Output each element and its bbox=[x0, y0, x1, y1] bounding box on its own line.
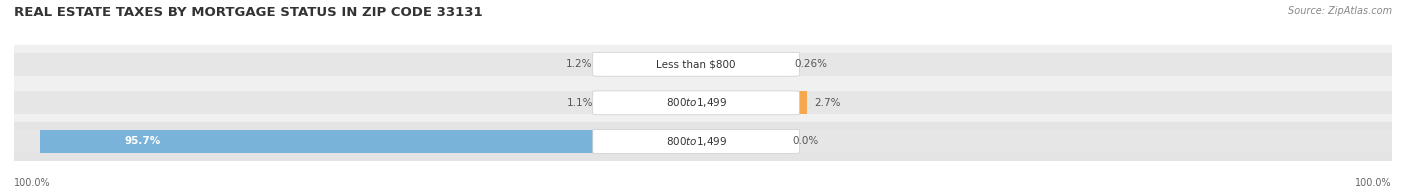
Bar bbox=[14, 130, 1392, 153]
Bar bbox=[600, 91, 606, 114]
Text: REAL ESTATE TAXES BY MORTGAGE STATUS IN ZIP CODE 33131: REAL ESTATE TAXES BY MORTGAGE STATUS IN … bbox=[14, 6, 482, 19]
FancyBboxPatch shape bbox=[593, 52, 800, 76]
Bar bbox=[786, 53, 787, 76]
Bar bbox=[39, 130, 606, 153]
Bar bbox=[14, 53, 1392, 76]
Text: 100.0%: 100.0% bbox=[1355, 178, 1392, 188]
Bar bbox=[14, 91, 1392, 114]
Bar bbox=[786, 91, 807, 114]
Text: 1.2%: 1.2% bbox=[567, 59, 592, 69]
Bar bbox=[14, 122, 1392, 161]
Text: 100.0%: 100.0% bbox=[14, 178, 51, 188]
Text: Less than $800: Less than $800 bbox=[657, 59, 735, 69]
Text: 95.7%: 95.7% bbox=[125, 136, 160, 146]
Text: 1.1%: 1.1% bbox=[567, 98, 593, 108]
Text: $800 to $1,499: $800 to $1,499 bbox=[665, 96, 727, 109]
Text: Source: ZipAtlas.com: Source: ZipAtlas.com bbox=[1288, 6, 1392, 16]
FancyBboxPatch shape bbox=[593, 129, 800, 153]
Bar bbox=[14, 45, 1392, 83]
Text: 0.0%: 0.0% bbox=[793, 136, 818, 146]
Text: 2.7%: 2.7% bbox=[814, 98, 841, 108]
Text: $800 to $1,499: $800 to $1,499 bbox=[665, 135, 727, 148]
FancyBboxPatch shape bbox=[593, 91, 800, 115]
Text: 0.26%: 0.26% bbox=[794, 59, 828, 69]
Bar bbox=[599, 53, 606, 76]
Bar bbox=[14, 83, 1392, 122]
